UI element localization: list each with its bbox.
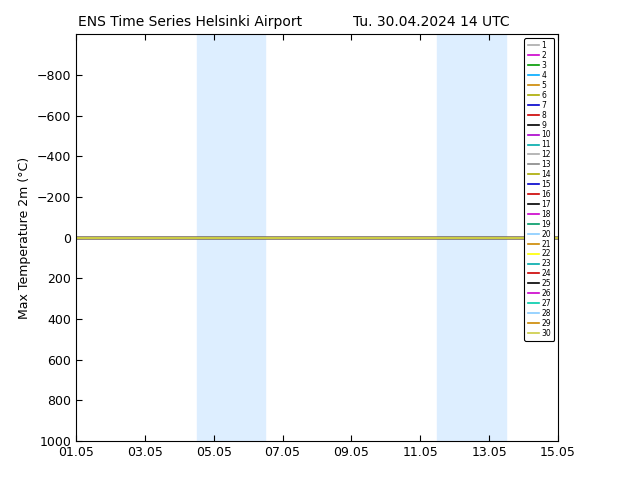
Legend: 1, 2, 3, 4, 5, 6, 7, 8, 9, 10, 11, 12, 13, 14, 15, 16, 17, 18, 19, 20, 21, 22, 2: 1, 2, 3, 4, 5, 6, 7, 8, 9, 10, 11, 12, 1… bbox=[524, 38, 554, 341]
Bar bbox=[197, 34, 266, 441]
Bar bbox=[437, 34, 507, 441]
Text: ENS Time Series Helsinki Airport: ENS Time Series Helsinki Airport bbox=[78, 15, 302, 29]
Text: Tu. 30.04.2024 14 UTC: Tu. 30.04.2024 14 UTC bbox=[353, 15, 510, 29]
Y-axis label: Max Temperature 2m (°C): Max Temperature 2m (°C) bbox=[18, 157, 31, 318]
